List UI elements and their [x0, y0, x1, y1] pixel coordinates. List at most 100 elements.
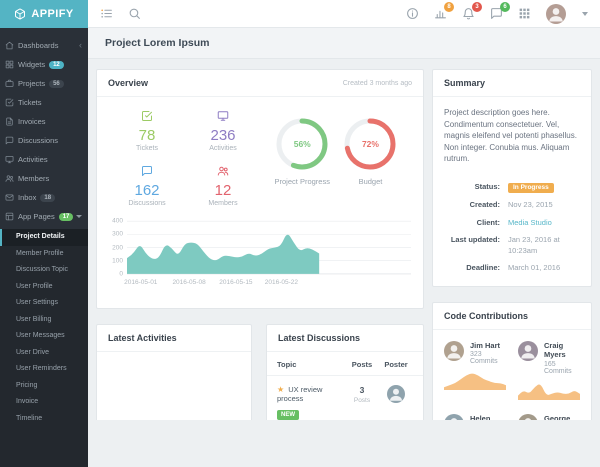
brand-text: APPIFY: [31, 8, 73, 20]
contributor: Jim Hart 323 Commits: [444, 341, 506, 400]
sidebar-item-activities[interactable]: Activities: [0, 150, 88, 169]
contributor-avatar[interactable]: [518, 414, 538, 420]
sidebar-subitem-user-drive[interactable]: User Drive: [0, 345, 88, 362]
briefcase-icon: [5, 79, 14, 88]
stat-tickets: 78 Tickets: [109, 109, 185, 152]
home-icon: [5, 41, 14, 50]
check-square-icon: [5, 98, 14, 107]
sidebar-toggle-button[interactable]: [100, 7, 114, 21]
sidebar-subitem-project-details[interactable]: Project Details: [0, 229, 88, 246]
summary-row-updated: Last updated: Jan 23, 2016 at 10:23am: [444, 235, 580, 256]
latest-activities-title: Latest Activities: [108, 333, 177, 343]
sidebar-subitem-user-profile[interactable]: User Profile: [0, 279, 88, 296]
avatar[interactable]: [107, 362, 252, 420]
summary-row-status: Status: In Progress: [444, 182, 580, 194]
donut-percent: 72%: [343, 117, 397, 171]
overview-title: Overview: [108, 78, 148, 88]
sidebar-subitem-invoice[interactable]: Invoice: [0, 394, 88, 411]
sidebar: Dashboards ‹ Widgets 12 Projects 56 Tick…: [0, 28, 88, 420]
widgets-icon: [5, 60, 14, 69]
person-icon: [518, 414, 538, 420]
sidebar-subitem-pricing[interactable]: Pricing: [0, 378, 88, 395]
sidebar-subitem-user-settings[interactable]: User Settings: [0, 295, 88, 312]
activity-item: Jim T started a new discussion [Sed sit …: [97, 352, 251, 420]
project-progress-donut: 56% Project Progress: [275, 117, 330, 186]
sidebar-item-projects[interactable]: Projects 56: [0, 74, 88, 93]
sidebar-subitem-user-reminders[interactable]: User Reminders: [0, 361, 88, 378]
sidebar-subitem-discussion-topic[interactable]: Discussion Topic: [0, 262, 88, 279]
sidebar-subitem-user-messages[interactable]: User Messages: [0, 328, 88, 345]
sidebar-item-members[interactable]: Members: [0, 169, 88, 188]
activity-area-chart: 400 300 200 100 0 2016-05-01 2016: [97, 209, 423, 288]
summary-row-client: Client: Media Studio: [444, 218, 580, 229]
users-icon: [5, 174, 14, 183]
contributor: Helen White 73 Commits: [444, 414, 506, 420]
code-contributions-title: Code Contributions: [444, 311, 528, 321]
sidebar-item-widgets[interactable]: Widgets 12: [0, 55, 88, 74]
project-description: Project description goes here. Condiment…: [433, 97, 591, 169]
donut-percent: 56%: [275, 117, 329, 171]
person-icon: [518, 341, 538, 361]
info-button[interactable]: [406, 7, 420, 21]
sidebar-item-app-pages[interactable]: App Pages 17: [0, 207, 88, 226]
file-text-icon: [5, 117, 14, 126]
stat-activities: 236 Activities: [185, 109, 261, 152]
person-icon: [546, 4, 566, 24]
sidebar-submenu: Project Details Member Profile Discussio…: [0, 229, 88, 467]
app-logo[interactable]: APPIFY: [0, 0, 88, 28]
sidebar-item-discussions[interactable]: Discussions: [0, 131, 88, 150]
latest-discussions-card: Latest Discussions Topic Posts Poster ★ …: [266, 324, 424, 420]
page-title: Project Lorem Ipsum: [88, 28, 600, 59]
chart-y-axis: 400 300 200 100 0: [107, 215, 127, 277]
sidebar-item-tickets[interactable]: Tickets: [0, 93, 88, 112]
search-icon: [128, 7, 141, 20]
apps-grid-button[interactable]: [518, 7, 532, 21]
summary-row-deadline: Deadline: March 01, 2016: [444, 263, 580, 274]
notifications-button[interactable]: 3: [462, 7, 476, 21]
summary-row-created: Created: Nov 23, 2015: [444, 200, 580, 211]
sidebar-subitem-member-profile[interactable]: Member Profile: [0, 246, 88, 263]
stat-discussions: 162 Discussions: [109, 164, 185, 207]
stats-button[interactable]: 8: [434, 7, 448, 21]
poster-avatar[interactable]: [387, 385, 405, 403]
notifications-badge: 3: [472, 2, 482, 12]
app-pages-count-badge: 17: [59, 213, 74, 221]
top-navbar: APPIFY 8 3 6: [0, 0, 600, 28]
widgets-count-badge: 12: [49, 61, 64, 69]
sidebar-item-invoices[interactable]: Invoices: [0, 112, 88, 131]
client-link[interactable]: Media Studio: [508, 218, 552, 229]
projects-count-badge: 56: [49, 80, 64, 88]
stat-members: 12 Members: [185, 164, 261, 207]
contributor: George Hunter 138 Commits: [518, 414, 580, 420]
users-icon: [217, 165, 229, 177]
star-icon[interactable]: ★: [277, 385, 284, 394]
latest-activities-card: Latest Activities Jim T starte: [96, 324, 252, 420]
discussion-row: ★ UX review process NEW 3 Posts: [267, 376, 423, 420]
person-icon: [444, 414, 464, 420]
user-avatar[interactable]: [546, 4, 566, 24]
sidebar-subitem-user-billing[interactable]: User Billing: [0, 312, 88, 329]
contributor-avatar[interactable]: [518, 341, 538, 361]
created-ago-label: Created 3 months ago: [343, 80, 412, 87]
inbox-count-badge: 18: [40, 194, 55, 202]
chevron-left-icon: ‹: [79, 41, 82, 50]
contributor-avatar[interactable]: [444, 341, 464, 361]
person-icon: [444, 341, 464, 361]
search-button[interactable]: [128, 7, 142, 21]
contributor: Craig Myers 165 Commits: [518, 341, 580, 400]
info-icon: [406, 7, 419, 20]
new-badge: NEW: [277, 410, 299, 420]
person-icon: [387, 385, 405, 403]
commits-sparkline: [518, 380, 580, 400]
sidebar-item-dashboards[interactable]: Dashboards ‹: [0, 36, 88, 55]
sidebar-subitem-timeline[interactable]: Timeline: [0, 411, 88, 428]
chat-icon: [141, 165, 153, 177]
mail-icon: [5, 193, 14, 202]
messages-button[interactable]: 6: [490, 7, 504, 21]
chart-x-axis: 2016-05-01 2016-05-08 2016-05-15 2016-05…: [127, 277, 411, 288]
commits-sparkline: [444, 370, 506, 390]
posts-count: 3: [345, 385, 379, 395]
chevron-down-icon[interactable]: [582, 12, 588, 16]
contributor-avatar[interactable]: [444, 414, 464, 420]
sidebar-item-inbox[interactable]: Inbox 18: [0, 188, 88, 207]
